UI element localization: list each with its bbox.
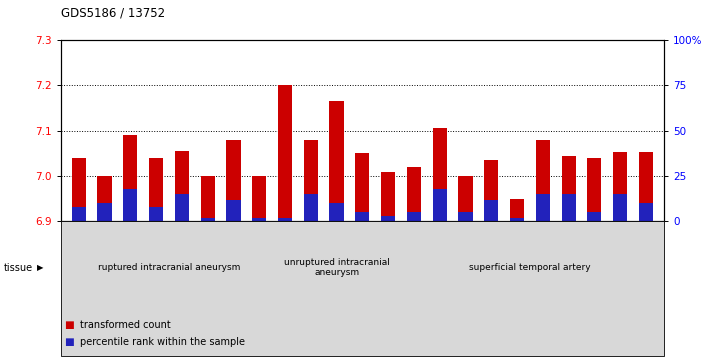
Bar [536, 194, 550, 221]
Bar [381, 172, 396, 221]
Bar [433, 189, 447, 221]
Bar [329, 203, 343, 221]
Bar [97, 203, 111, 221]
Bar [71, 158, 86, 221]
Text: ■: ■ [64, 337, 74, 347]
Bar [226, 200, 241, 221]
Bar [639, 203, 653, 221]
Bar [303, 140, 318, 221]
Bar [201, 218, 215, 221]
Bar [97, 176, 111, 221]
Bar [561, 156, 575, 221]
Text: ruptured intracranial aneurysm: ruptured intracranial aneurysm [98, 263, 240, 272]
Text: superficial temporal artery: superficial temporal artery [469, 263, 590, 272]
Bar [639, 152, 653, 221]
Bar [71, 207, 86, 221]
Bar [458, 212, 473, 221]
Bar [588, 212, 601, 221]
Text: GDS5186 / 13752: GDS5186 / 13752 [61, 7, 165, 20]
Bar [124, 135, 137, 221]
Bar [149, 158, 164, 221]
Bar [433, 129, 447, 221]
Bar [536, 140, 550, 221]
Bar [407, 212, 421, 221]
Bar [303, 194, 318, 221]
Bar [175, 151, 189, 221]
Bar [561, 194, 575, 221]
Bar [356, 153, 369, 221]
Bar [278, 218, 292, 221]
Bar [510, 199, 524, 221]
Bar [149, 207, 164, 221]
Bar [458, 176, 473, 221]
Bar [510, 218, 524, 221]
Bar [252, 218, 266, 221]
Text: percentile rank within the sample: percentile rank within the sample [80, 337, 245, 347]
Text: ▶: ▶ [37, 263, 44, 272]
Text: unruptured intracranial
aneurysm: unruptured intracranial aneurysm [283, 258, 390, 277]
Bar [329, 101, 343, 221]
Text: transformed count: transformed count [80, 320, 171, 330]
Bar [124, 189, 137, 221]
Bar [226, 140, 241, 221]
Bar [484, 160, 498, 221]
Bar [356, 212, 369, 221]
Bar [278, 85, 292, 221]
Bar [252, 176, 266, 221]
Text: tissue: tissue [4, 263, 33, 273]
Text: ■: ■ [64, 320, 74, 330]
Bar [484, 200, 498, 221]
Bar [201, 176, 215, 221]
Bar [175, 194, 189, 221]
Bar [613, 152, 628, 221]
Bar [381, 216, 396, 221]
Bar [407, 167, 421, 221]
Bar [613, 194, 628, 221]
Bar [588, 158, 601, 221]
